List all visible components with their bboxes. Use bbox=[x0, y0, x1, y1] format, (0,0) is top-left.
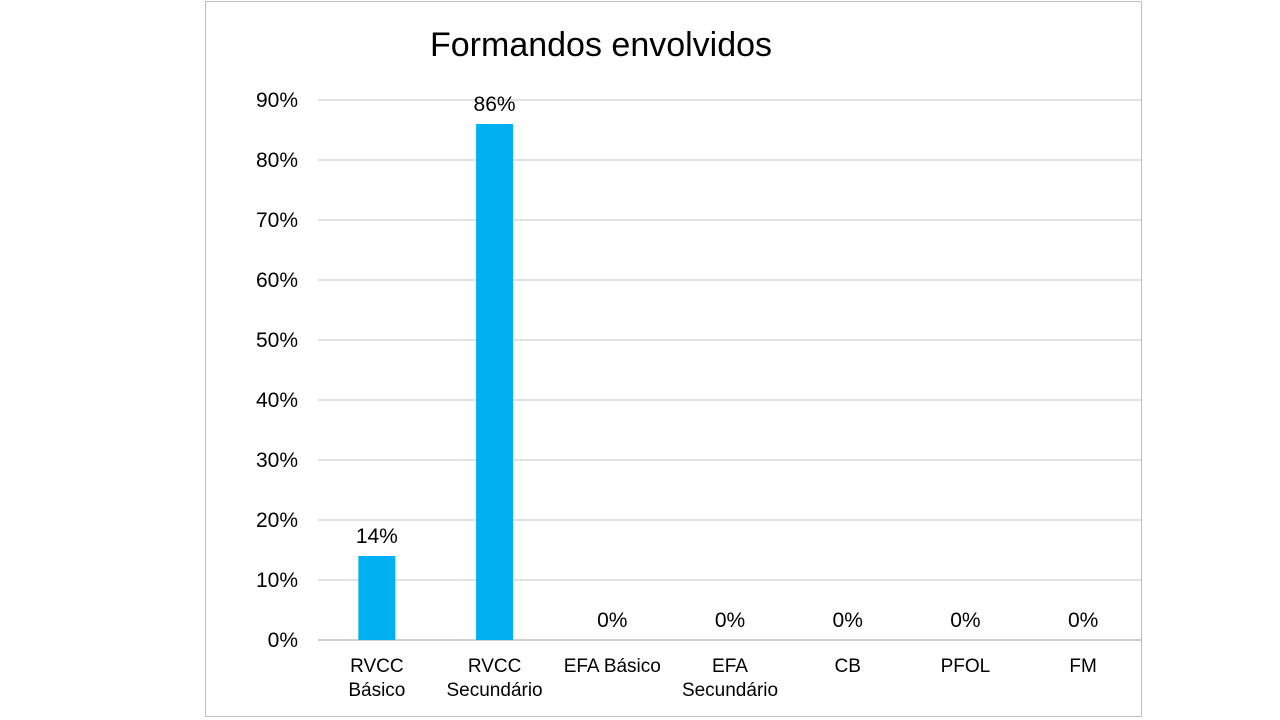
category-label: CB bbox=[835, 656, 861, 677]
gridlines bbox=[318, 99, 1141, 641]
bar bbox=[358, 556, 396, 640]
data-label: 0% bbox=[833, 609, 863, 632]
data-label: 0% bbox=[1068, 609, 1098, 632]
category-label: EFA bbox=[712, 656, 748, 677]
category-label: Secundário bbox=[682, 680, 778, 701]
y-tick-label: 30% bbox=[256, 449, 298, 472]
category-label: Básico bbox=[348, 680, 405, 701]
data-label: 14% bbox=[356, 525, 398, 548]
y-tick-label: 90% bbox=[256, 89, 298, 112]
data-label: 86% bbox=[474, 93, 516, 116]
data-label: 0% bbox=[950, 609, 980, 632]
y-tick-label: 60% bbox=[256, 269, 298, 292]
y-tick-label: 0% bbox=[268, 629, 298, 652]
y-tick-label: 20% bbox=[256, 509, 298, 532]
category-label: RVCC bbox=[468, 656, 521, 677]
category-label: RVCC bbox=[350, 656, 404, 677]
category-label: PFOL bbox=[941, 656, 991, 677]
data-label: 0% bbox=[597, 609, 627, 632]
y-tick-label: 40% bbox=[256, 389, 298, 412]
category-label: Secundário bbox=[447, 680, 543, 701]
chart-title: Formandos envolvidos bbox=[430, 26, 772, 64]
data-label: 0% bbox=[715, 609, 745, 632]
bars bbox=[358, 124, 514, 640]
bar-chart: Formandos envolvidos 0% 10% 20% 30% 40% 50% 60… bbox=[256, 26, 1141, 701]
y-tick-label: 70% bbox=[256, 209, 298, 232]
data-labels: 14% 86% 0% 0% 0% 0% 0% bbox=[356, 93, 1098, 632]
x-axis-category-labels: RVCC Básico RVCC Secundário EFA Básico EFA Sec… bbox=[348, 656, 1097, 701]
y-tick-label: 10% bbox=[256, 569, 298, 592]
y-tick-label: 80% bbox=[256, 149, 298, 172]
chart-area: Formandos envolvidos 0% 10% 20% 30% 40% 50% 60… bbox=[205, 1, 1142, 717]
y-axis-tick-labels: 0% 10% 20% 30% 40% 50% 60% 70% 80% 90% bbox=[256, 89, 298, 652]
y-tick-label: 50% bbox=[256, 329, 298, 352]
category-label: EFA Básico bbox=[564, 656, 661, 677]
category-label: FM bbox=[1069, 656, 1096, 677]
bar bbox=[476, 124, 514, 640]
